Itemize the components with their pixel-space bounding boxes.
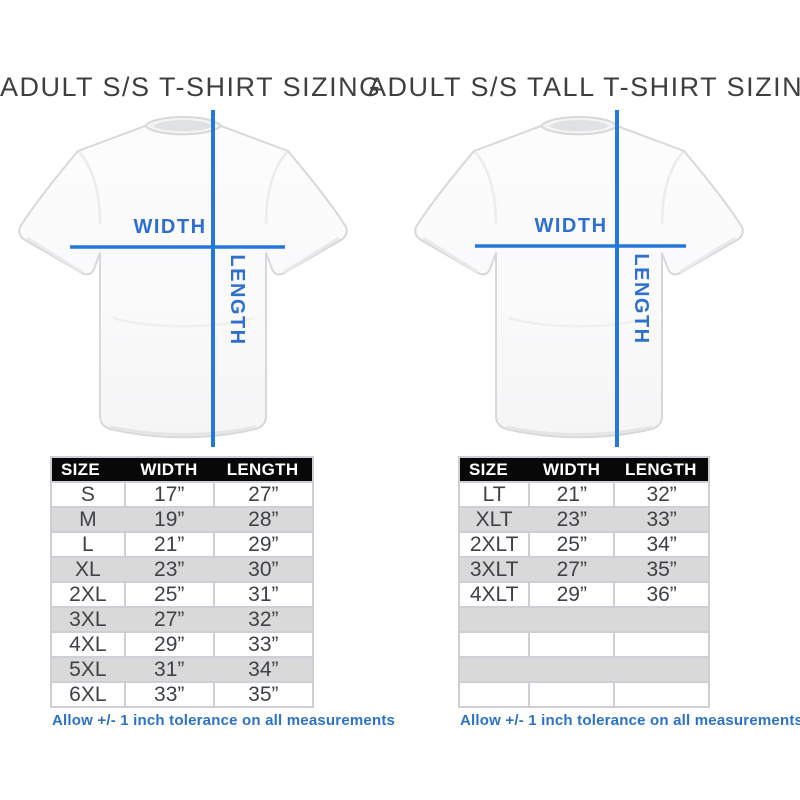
table-cell: 27” xyxy=(125,608,213,631)
table-cell: 17” xyxy=(125,483,213,506)
header-length: LENGTH xyxy=(625,459,697,479)
panel-title: ADULT S/S TALL T-SHIRT SIZING xyxy=(368,72,800,102)
table-cell xyxy=(530,683,614,706)
tshirt-illustration xyxy=(18,116,348,439)
table-row: 3XL 27” 32” xyxy=(52,608,312,631)
table-row: 4XL 29” 33” xyxy=(52,633,312,656)
table-cell: 3XLT xyxy=(460,558,529,581)
header-size: SIZE xyxy=(61,459,100,479)
table-header-row: SIZE WIDTH LENGTH xyxy=(52,458,312,481)
table-cell: 25” xyxy=(530,533,614,556)
table-cell: 35” xyxy=(214,683,312,706)
table-cell xyxy=(615,658,708,681)
table-cell xyxy=(530,608,614,631)
regular-sizing-panel: ADULT S/S T-SHIRT SIZING WIDTH xyxy=(0,0,395,800)
table-cell: 31” xyxy=(125,658,213,681)
table-row: 3XLT 27” 35” xyxy=(460,558,708,581)
table-row xyxy=(460,608,708,631)
table-cell: 23” xyxy=(530,508,614,531)
table-cell: 5XL xyxy=(52,658,124,681)
table-cell: 2XLT xyxy=(460,533,529,556)
width-label: WIDTH xyxy=(133,216,206,238)
size-table: SIZE WIDTH LENGTH LT 21” 32” XLT 23” 33” 2XLT 2… xyxy=(458,456,710,708)
table-cell xyxy=(460,633,529,656)
table-row: 4XLT 29” 36” xyxy=(460,583,708,606)
table-row xyxy=(460,658,708,681)
size-table: SIZE WIDTH LENGTH S 17” 27” M 19” 28” L 21” 29” X… xyxy=(50,456,314,708)
table-cell: 25” xyxy=(125,583,213,606)
table-cell: L xyxy=(52,533,124,556)
table-cell xyxy=(460,658,529,681)
length-label: LENGTH xyxy=(226,254,248,345)
table-cell: XLT xyxy=(460,508,529,531)
table-row: L 21” 29” xyxy=(52,533,312,556)
tall-sizing-panel: ADULT S/S TALL T-SHIRT SIZING WIDTH xyxy=(368,0,800,800)
table-cell: 21” xyxy=(530,483,614,506)
table-cell: 27” xyxy=(530,558,614,581)
table-cell: S xyxy=(52,483,124,506)
table-row: XL 23” 30” xyxy=(52,558,312,581)
table-cell: 4XL xyxy=(52,633,124,656)
table-cell: 6XL xyxy=(52,683,124,706)
table-cell: 4XLT xyxy=(460,583,529,606)
table-cell: LT xyxy=(460,483,529,506)
table-cell: 32” xyxy=(615,483,708,506)
table-cell xyxy=(615,608,708,631)
width-label: WIDTH xyxy=(534,215,607,237)
table-cell: 28” xyxy=(214,508,312,531)
table-body: S 17” 27” M 19” 28” L 21” 29” XL 23” 30” 2XL 25” 31” 3X… xyxy=(52,483,312,706)
table-cell: XL xyxy=(52,558,124,581)
header-width: WIDTH xyxy=(542,459,601,479)
table-row: 2XL 25” 31” xyxy=(52,583,312,606)
table-cell xyxy=(530,633,614,656)
table-cell: 35” xyxy=(615,558,708,581)
table-cell: 32” xyxy=(214,608,312,631)
table-row: S 17” 27” xyxy=(52,483,312,506)
table-row: XLT 23” 33” xyxy=(460,508,708,531)
table-row: 5XL 31” 34” xyxy=(52,658,312,681)
table-cell xyxy=(460,608,529,631)
header-length: LENGTH xyxy=(226,459,299,479)
tshirt-illustration xyxy=(414,116,744,439)
table-row xyxy=(460,683,708,706)
table-cell: 33” xyxy=(125,683,213,706)
table-row xyxy=(460,633,708,656)
table-cell: 29” xyxy=(125,633,213,656)
tshirt-diagram: WIDTH LENGTH xyxy=(414,110,744,447)
table-cell: 27” xyxy=(214,483,312,506)
tolerance-note: Allow +/- 1 inch tolerance on all measur… xyxy=(52,712,396,729)
table-header-row: SIZE WIDTH LENGTH xyxy=(460,458,708,481)
table-cell xyxy=(615,683,708,706)
table-cell: 29” xyxy=(214,533,312,556)
table-cell: 30” xyxy=(214,558,312,581)
table-cell: 34” xyxy=(214,658,312,681)
table-cell: 33” xyxy=(615,508,708,531)
table-cell: 33” xyxy=(214,633,312,656)
length-label: LENGTH xyxy=(630,253,652,344)
header-size: SIZE xyxy=(469,459,508,479)
table-cell: 29” xyxy=(530,583,614,606)
table-body: LT 21” 32” XLT 23” 33” 2XLT 25” 34” 3XLT 27” 35” 4XL… xyxy=(460,483,708,706)
table-cell: 31” xyxy=(214,583,312,606)
header-width: WIDTH xyxy=(140,459,198,479)
table-row: 6XL 33” 35” xyxy=(52,683,312,706)
tshirt-diagram: WIDTH LENGTH xyxy=(18,110,348,447)
table-cell: 23” xyxy=(125,558,213,581)
table-row: M 19” 28” xyxy=(52,508,312,531)
table-cell: 21” xyxy=(125,533,213,556)
panel-title: ADULT S/S T-SHIRT SIZING xyxy=(0,72,382,102)
table-cell: M xyxy=(52,508,124,531)
table-cell: 34” xyxy=(615,533,708,556)
table-cell xyxy=(460,683,529,706)
table-cell xyxy=(615,633,708,656)
table-cell xyxy=(530,658,614,681)
table-cell: 2XL xyxy=(52,583,124,606)
table-cell: 3XL xyxy=(52,608,124,631)
table-row: LT 21” 32” xyxy=(460,483,708,506)
table-row: 2XLT 25” 34” xyxy=(460,533,708,556)
table-cell: 36” xyxy=(615,583,708,606)
table-cell: 19” xyxy=(125,508,213,531)
tolerance-note: Allow +/- 1 inch tolerance on all measur… xyxy=(460,712,800,729)
